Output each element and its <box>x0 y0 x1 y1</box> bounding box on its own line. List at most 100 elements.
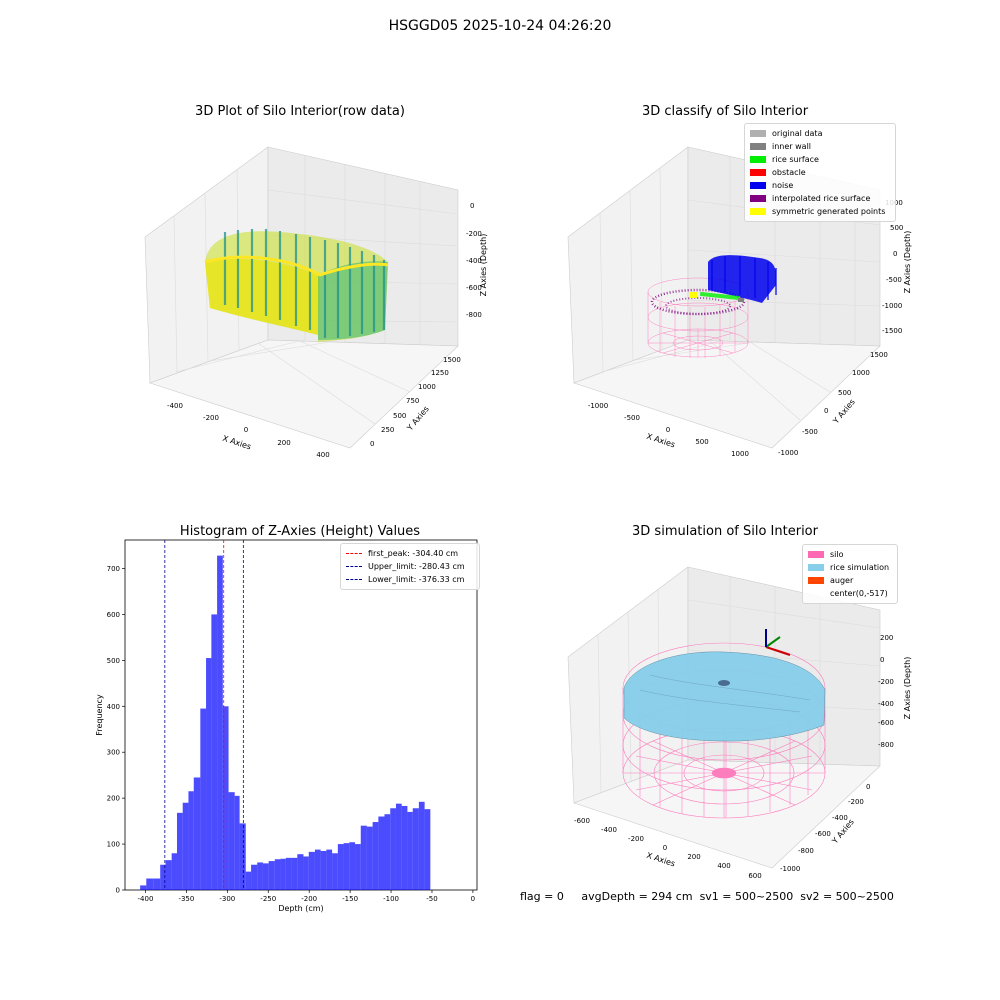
x-tick-label: -150 <box>342 895 358 903</box>
histogram-bar <box>228 792 235 890</box>
legend-label: rice simulation <box>830 563 890 572</box>
legend-label: Lower_limit: -376.33 cm <box>368 575 465 584</box>
histogram-reference-lines <box>164 540 244 890</box>
sv1-value: sv1 = 500~2500 <box>699 890 794 903</box>
legend-entry-auger: auger <box>808 574 892 587</box>
raw-plot-title: 3D Plot of Silo Interior(row data) <box>195 104 405 119</box>
status-line: flag = 0 avgDepth = 294 cm sv1 = 500~250… <box>520 890 894 903</box>
histogram-title: Histogram of Z-Axies (Height) Values <box>179 524 421 539</box>
sv2-value: sv2 = 500~2500 <box>800 890 894 903</box>
y-tick-label: 600 <box>107 611 120 619</box>
histogram-bar <box>153 878 161 890</box>
histogram-bar <box>291 857 298 890</box>
legend-entry-lower-limit: Lower_limit: -376.33 cm <box>346 573 474 586</box>
legend-label: obstacle <box>772 168 806 177</box>
histogram-bar <box>217 555 223 890</box>
histogram-x-label: Depth (cm) <box>278 904 323 913</box>
x-tick-label: 0 <box>471 895 475 903</box>
histogram-bar <box>303 856 309 890</box>
histogram-bar <box>407 811 413 890</box>
histogram-bar <box>188 791 194 890</box>
y-tick-label: 700 <box>107 565 120 573</box>
histogram-bar <box>401 805 408 890</box>
histogram-bar <box>395 803 402 890</box>
histogram-bar <box>308 851 315 890</box>
classify-legend: original data inner wall rice surface ob… <box>744 123 896 222</box>
histogram-bar <box>355 844 361 890</box>
legend-entry-interpolated: interpolated rice surface <box>750 192 890 205</box>
histogram-bar <box>262 863 269 890</box>
legend-entry-center: center(0,-517) <box>808 587 892 600</box>
legend-entry-symmetric: symmetric generated points <box>750 205 890 218</box>
histogram-bar <box>176 812 183 890</box>
y-tick-label: 300 <box>107 749 120 757</box>
legend-label: interpolated rice surface <box>772 194 871 203</box>
legend-label: center(0,-517) <box>830 589 888 598</box>
histogram-bar <box>140 885 147 890</box>
histogram-bar <box>200 708 207 890</box>
legend-label: silo <box>830 550 844 559</box>
legend-entry-rice-surface: rice surface <box>750 153 890 166</box>
x-tick-label: -50 <box>426 895 437 903</box>
x-tick-label: -250 <box>260 895 276 903</box>
histogram-bar <box>332 853 338 890</box>
histogram-bar <box>337 844 344 890</box>
histogram-bar <box>418 801 425 890</box>
histogram-bar <box>257 862 263 890</box>
histogram-bar <box>280 858 286 890</box>
histogram-bar <box>412 808 419 890</box>
flag-value: flag = 0 <box>520 890 564 903</box>
legend-label: noise <box>772 181 794 190</box>
legend-label: original data <box>772 129 823 138</box>
histogram-y-ticks: 0 100 200 300 400 500 600 700 <box>107 565 125 895</box>
histogram-bar <box>366 826 373 890</box>
simulation-legend: silo rice simulation auger center(0,-517… <box>802 544 898 604</box>
x-tick-label: -400 <box>138 895 154 903</box>
legend-entry-upper-limit: Upper_limit: -280.43 cm <box>346 560 474 573</box>
x-tick-label: -200 <box>301 895 317 903</box>
histogram-bar <box>146 878 154 890</box>
histogram-bar <box>171 853 177 890</box>
y-tick-label: 200 <box>107 795 120 803</box>
legend-label: rice surface <box>772 155 819 164</box>
histogram-bar <box>182 802 189 890</box>
x-tick-label: -100 <box>383 895 399 903</box>
histogram-bar <box>165 860 172 890</box>
histogram-bar <box>314 849 321 890</box>
histogram-bar <box>390 808 396 890</box>
histogram-bar <box>297 854 304 890</box>
y-tick-label: 100 <box>107 841 120 849</box>
histogram-bar <box>239 823 246 890</box>
x-tick-label: -350 <box>178 895 194 903</box>
legend-entry-original-data: original data <box>750 127 890 140</box>
legend-label: Upper_limit: -280.43 cm <box>368 562 465 571</box>
legend-label: symmetric generated points <box>772 207 886 216</box>
simulation-plot-title: 3D simulation of Silo Interior <box>632 524 818 539</box>
histogram-bar <box>160 864 166 890</box>
histogram-bar <box>245 871 252 890</box>
avg-depth-value: avgDepth = 294 cm <box>581 890 693 903</box>
histogram-bar <box>378 816 385 890</box>
histogram-bar <box>285 857 292 890</box>
legend-entry-obstacle: obstacle <box>750 166 890 179</box>
histogram-bar <box>211 614 218 890</box>
legend-entry-first-peak: first_peak: -304.40 cm <box>346 547 474 560</box>
histogram-bar <box>424 809 431 890</box>
y-tick-label: 500 <box>107 657 120 665</box>
y-tick-label: 0 <box>116 887 120 895</box>
histogram-bar <box>349 842 356 890</box>
y-tick-label: 400 <box>107 703 120 711</box>
histogram-bar <box>193 777 201 890</box>
histogram-bar <box>372 822 379 890</box>
legend-label: first_peak: -304.40 cm <box>368 549 459 558</box>
histogram-bar <box>326 849 333 890</box>
histogram-bar <box>320 850 327 890</box>
histogram-bar <box>222 706 229 890</box>
legend-entry-inner-wall: inner wall <box>750 140 890 153</box>
legend-label: auger <box>830 576 854 585</box>
legend-entry-rice-simulation: rice simulation <box>808 561 892 574</box>
histogram-bar <box>251 864 258 890</box>
histogram-bar <box>274 859 281 890</box>
legend-entry-silo: silo <box>808 548 892 561</box>
